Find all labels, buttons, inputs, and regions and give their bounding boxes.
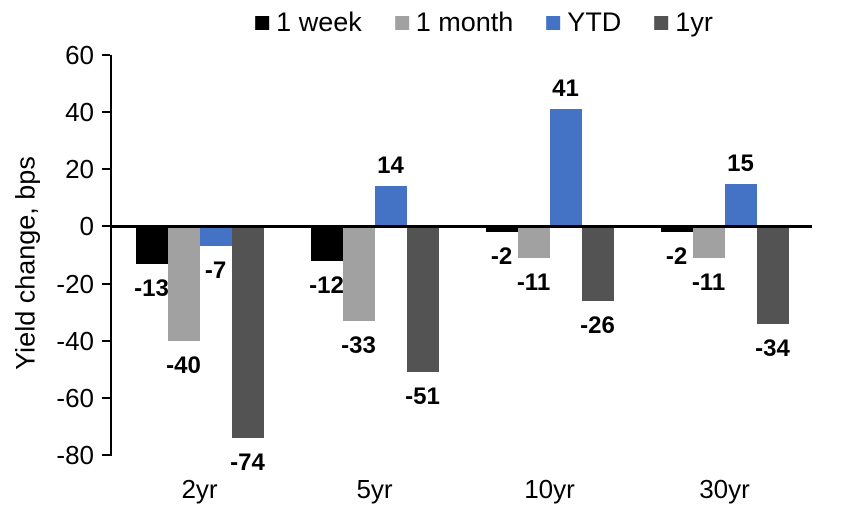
bar-ytd-10yr (549, 109, 582, 227)
bar-value-label-1yr-10yr: -26 (580, 311, 615, 339)
y-axis-tick-label: -60 (56, 382, 94, 413)
bar-1-month-5yr (342, 226, 375, 321)
bar-value-label-1-month-10yr: -11 (516, 268, 551, 296)
legend-item-1yr: 1yr (654, 6, 713, 38)
bar-1yr-5yr (406, 226, 439, 373)
bar-value-label-1-month-5yr: -33 (341, 331, 376, 359)
bar-value-label-1-week-2yr: -13 (134, 274, 169, 302)
zero-axis-line (112, 224, 812, 228)
bar-value-label-1yr-30yr: -34 (755, 334, 790, 362)
bar-value-label-ytd-10yr: 41 (552, 75, 579, 103)
bar-value-label-ytd-2yr: -7 (204, 257, 227, 285)
y-axis-tick-label: -40 (56, 325, 94, 356)
y-axis-tick-mark (102, 168, 110, 171)
bar-ytd-30yr (724, 183, 757, 227)
bar-1yr-2yr (231, 226, 264, 438)
legend-label: 1yr (675, 7, 713, 37)
bar-ytd-2yr (199, 226, 232, 247)
y-axis-tick-label: 0 (79, 211, 94, 242)
y-axis-tick-mark (102, 282, 110, 285)
bar-value-label-1yr-5yr: -51 (405, 383, 440, 411)
legend-marker-icon (394, 16, 409, 30)
bar-value-label-ytd-5yr: 14 (377, 152, 404, 180)
bar-1yr-10yr (581, 226, 614, 301)
y-axis-tick-mark (102, 54, 110, 56)
bar-value-label-1-week-10yr: -2 (490, 243, 513, 271)
legend-marker-icon (255, 16, 270, 30)
y-axis-tick-label: -80 (56, 440, 94, 470)
legend-marker-icon (654, 16, 669, 30)
legend-label: 1 month (415, 7, 514, 37)
chart-legend: 1 week 1 month YTD 1yr (255, 6, 713, 38)
legend-label: YTD (567, 7, 622, 37)
y-axis-tick-label: -20 (56, 268, 94, 299)
y-axis-tick-label: 20 (65, 154, 94, 185)
bar-1-week-10yr (485, 226, 518, 233)
y-axis-tick-label: 40 (65, 97, 94, 128)
legend-marker-icon (546, 16, 561, 30)
x-category-label-30yr: 30yr (699, 474, 750, 504)
y-axis-tick-mark (102, 454, 110, 456)
y-axis-tick-label: 60 (65, 40, 94, 70)
bar-value-label-1yr-2yr: -74 (230, 448, 265, 476)
bar-value-label-1-week-30yr: -2 (665, 243, 688, 271)
y-axis-tick-mark (102, 111, 110, 114)
y-axis-tick-mark (102, 396, 110, 399)
bar-1-month-10yr (517, 226, 550, 258)
bar-value-label-1-month-30yr: -11 (691, 268, 726, 296)
y-axis-line (110, 55, 112, 456)
bar-value-label-1-week-5yr: -12 (309, 271, 344, 299)
bar-value-label-ytd-30yr: 15 (727, 149, 754, 177)
bar-1-week-2yr (135, 226, 168, 264)
legend-item-1-month: 1 month (394, 6, 514, 38)
bar-value-label-1-month-2yr: -40 (166, 351, 201, 379)
bar-1yr-30yr (756, 226, 789, 324)
y-axis-tick-mark (102, 225, 110, 228)
y-axis-tick-mark (102, 339, 110, 342)
bar-1-week-5yr (310, 226, 343, 261)
legend-item-1-week: 1 week (255, 6, 362, 38)
bar-1-month-30yr (692, 226, 725, 258)
x-category-label-10yr: 10yr (524, 474, 575, 504)
legend-label: 1 week (276, 7, 362, 37)
bar-1-month-2yr (167, 226, 200, 341)
x-category-label-2yr: 2yr (181, 474, 218, 504)
x-category-label-5yr: 5yr (356, 474, 393, 504)
legend-item-ytd: YTD (546, 6, 621, 38)
bar-ytd-5yr (374, 186, 407, 227)
bar-1-week-30yr (660, 226, 693, 233)
